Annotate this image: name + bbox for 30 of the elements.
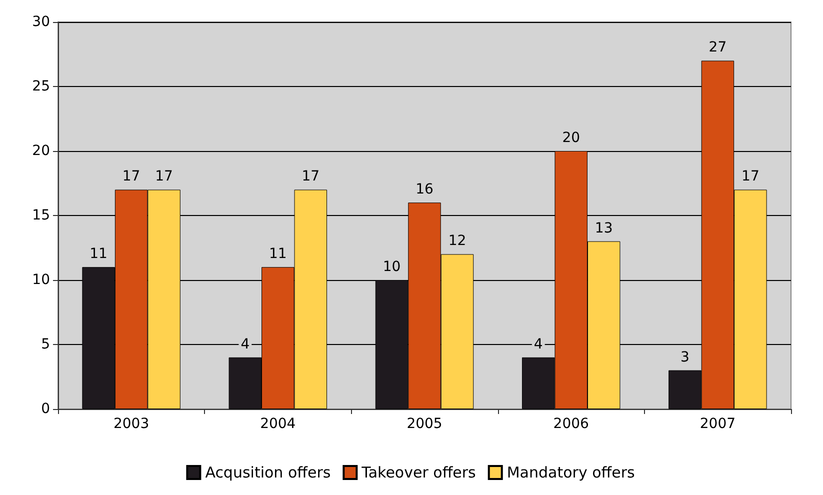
y-tick-label: 20 [32,143,50,159]
y-tick-label: 5 [41,336,50,352]
data-label: 17 [302,168,320,185]
legend-label: Takeover offers [360,464,476,482]
data-label: 10 [382,259,401,275]
data-label: 20 [562,130,580,146]
y-tick-label: 0 [41,401,50,417]
data-label: 4 [534,336,543,352]
data-label: 17 [155,168,173,185]
y-tick-label: 25 [32,78,50,94]
x-tick-label: 2004 [260,416,296,432]
y-tick-label: 10 [32,272,50,288]
data-label: 13 [594,220,613,236]
legend-label: Mandatory offers [506,464,635,482]
data-label: 16 [416,182,434,198]
data-label: 4 [240,336,250,352]
y-tick-label: 30 [32,14,50,30]
data-label: 3 [680,349,690,366]
x-tick-label: 2007 [700,416,736,432]
x-tick-label: 2005 [406,416,442,432]
x-tick-label: 2003 [113,416,150,432]
data-label: 17 [122,168,140,185]
x-tick-label: 2006 [553,416,589,432]
data-label: 12 [448,233,466,250]
data-label: 11 [268,246,287,262]
legend-label: Acqusition offers [205,464,331,482]
data-label: 11 [90,246,108,262]
data-label: 27 [708,40,727,56]
y-tick-label: 15 [32,208,50,224]
data-label: 17 [742,168,760,185]
